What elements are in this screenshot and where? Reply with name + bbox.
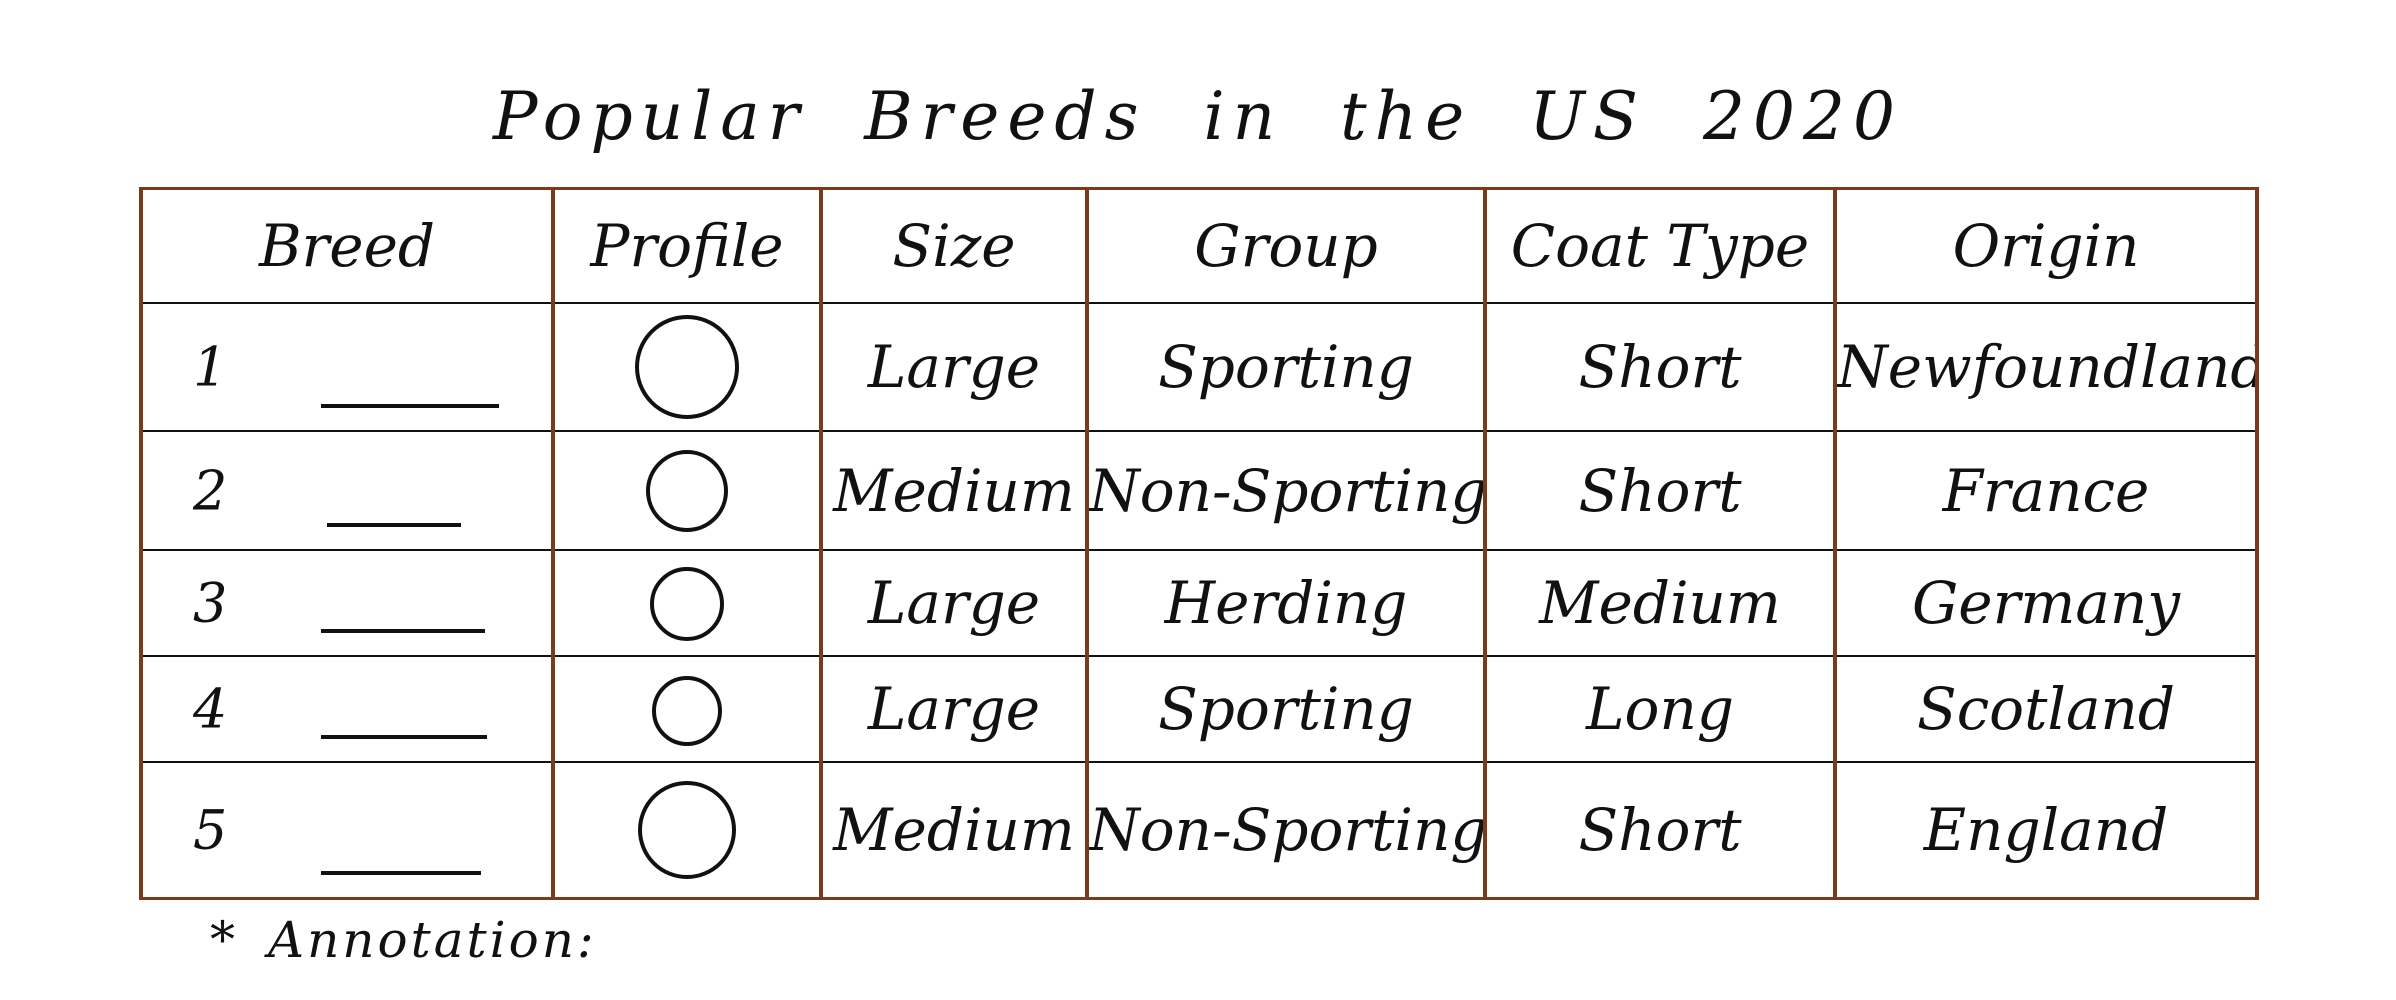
profile-cell <box>551 655 823 763</box>
breed-blank-line <box>321 735 487 739</box>
group-cell: Sporting <box>1085 302 1487 432</box>
rank-number: 1 <box>193 335 228 399</box>
asterisk-marker: * <box>210 911 238 969</box>
rank-number: 2 <box>193 459 228 522</box>
origin-cell: Germany <box>1833 549 2259 657</box>
page-title: Popular Breeds in the US 2020 <box>493 78 1903 155</box>
coat-type-cell: Short <box>1483 302 1837 432</box>
profile-circle <box>638 781 736 879</box>
group-cell: Non-Sporting <box>1085 761 1487 900</box>
coat-type-cell: Medium <box>1483 549 1837 657</box>
rank-number: 4 <box>193 677 228 741</box>
profile-cell <box>551 430 823 551</box>
profile-circle <box>635 315 739 419</box>
coat-type-cell: Long <box>1483 655 1837 763</box>
size-cell: Large <box>819 549 1089 657</box>
size-cell: Medium <box>819 761 1089 900</box>
table-row: 1 Large Sporting Short Newfoundland <box>139 302 2259 432</box>
size-cell: Large <box>819 655 1089 763</box>
rank-number: 3 <box>193 571 228 635</box>
breed-blank-line <box>321 629 485 633</box>
breed-cell: 1 <box>139 302 555 432</box>
table-row: 3 Large Herding Medium Germany <box>139 549 2259 657</box>
breed-cell: 4 <box>139 655 555 763</box>
group-cell: Sporting <box>1085 655 1487 763</box>
annotation-label: Annotation: <box>268 911 597 969</box>
breed-cell: 5 <box>139 761 555 900</box>
table-row: 4 Large Sporting Long Scotland <box>139 655 2259 763</box>
column-header-breed: Breed <box>139 187 555 304</box>
profile-circle <box>646 449 728 532</box>
profile-cell <box>551 761 823 900</box>
group-cell: Herding <box>1085 549 1487 657</box>
profile-cell <box>551 302 823 432</box>
annotation-note: * Annotation: <box>210 905 597 975</box>
column-header-origin: Origin <box>1833 187 2259 304</box>
column-header-group: Group <box>1085 187 1487 304</box>
profile-circle <box>650 566 724 641</box>
origin-cell: Newfoundland <box>1833 302 2259 432</box>
profile-cell <box>551 549 823 657</box>
group-cell: Non-Sporting <box>1085 430 1487 551</box>
table-row: 5 Medium Non-Sporting Short England <box>139 761 2259 900</box>
table-row: 2 Medium Non-Sporting Short France <box>139 430 2259 551</box>
column-header-profile: Profile <box>551 187 823 304</box>
breed-blank-line <box>321 871 481 875</box>
size-cell: Medium <box>819 430 1089 551</box>
coat-type-cell: Short <box>1483 761 1837 900</box>
profile-circle <box>652 675 722 746</box>
column-header-coat-type: Coat Type <box>1483 187 1837 304</box>
coat-type-cell: Short <box>1483 430 1837 551</box>
size-cell: Large <box>819 302 1089 432</box>
column-header-size: Size <box>819 187 1089 304</box>
rank-number: 5 <box>193 798 228 862</box>
origin-cell: England <box>1833 761 2259 900</box>
origin-cell: France <box>1833 430 2259 551</box>
breeds-table: Breed Profile Size Group Coat Type Origi… <box>139 187 2259 900</box>
origin-cell: Scotland <box>1833 655 2259 763</box>
breed-blank-line <box>327 523 461 527</box>
breed-cell: 2 <box>139 430 555 551</box>
header-row: Breed Profile Size Group Coat Type Origi… <box>139 187 2259 304</box>
breed-cell: 3 <box>139 549 555 657</box>
breed-blank-line <box>321 404 499 408</box>
